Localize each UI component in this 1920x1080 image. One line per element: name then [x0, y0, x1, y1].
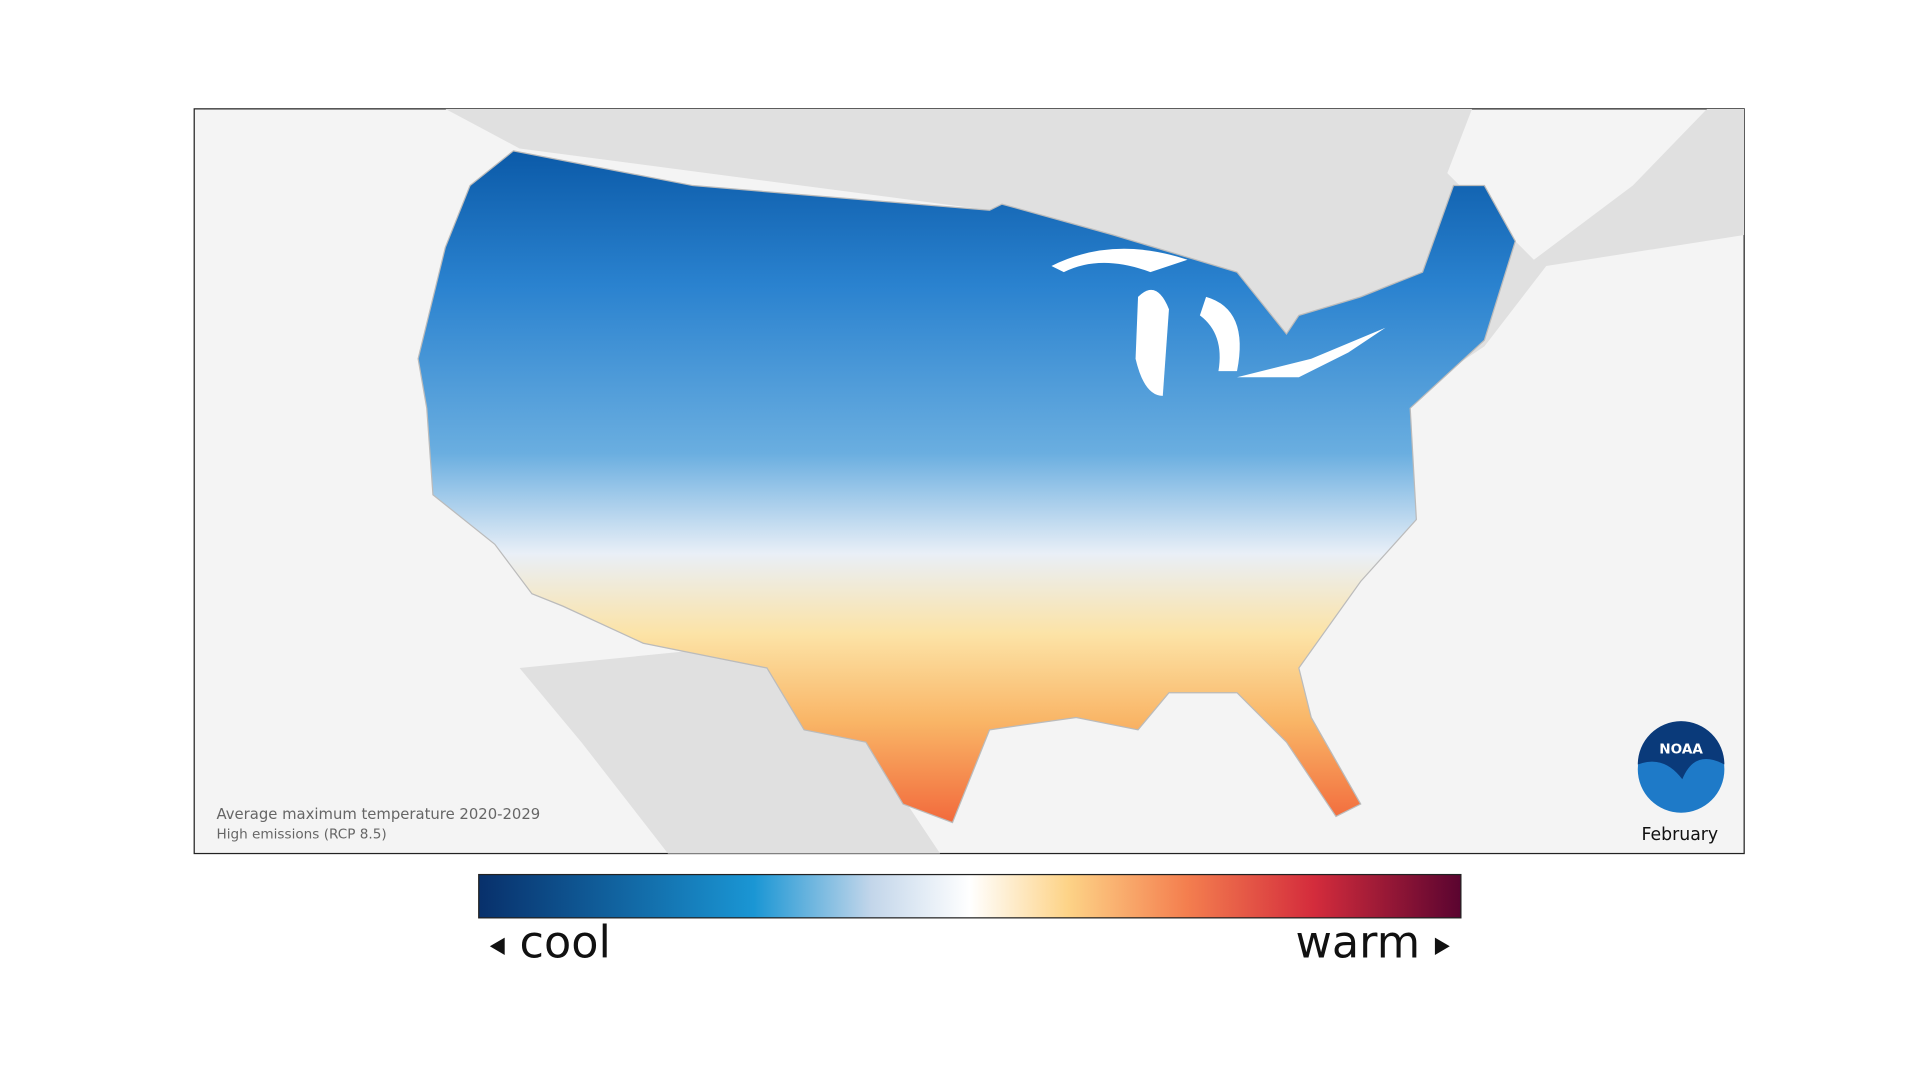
mexico-land [519, 643, 941, 854]
lake-erie-ontario [1237, 327, 1386, 378]
logo-top [1637, 721, 1725, 780]
month-label: February [1642, 825, 1719, 845]
lake-superior [1051, 248, 1188, 273]
cool-arrow [489, 937, 505, 955]
map-layout: Average maximum temperature 2020-2029 Hi… [193, 108, 1745, 968]
lake-huron [1199, 296, 1240, 372]
legend-high-label: warm [1295, 916, 1420, 968]
us-temperature-map [417, 150, 1516, 824]
caption-subtitle: High emissions (RCP 8.5) [216, 827, 386, 843]
caption-title: Average maximum temperature 2020-2029 [216, 806, 540, 823]
warm-arrow [1434, 937, 1450, 955]
logo-text: NOAA [1659, 741, 1703, 757]
legend-low-label: cool [520, 916, 611, 968]
color-bar [478, 873, 1462, 919]
lake-michigan [1135, 289, 1169, 396]
